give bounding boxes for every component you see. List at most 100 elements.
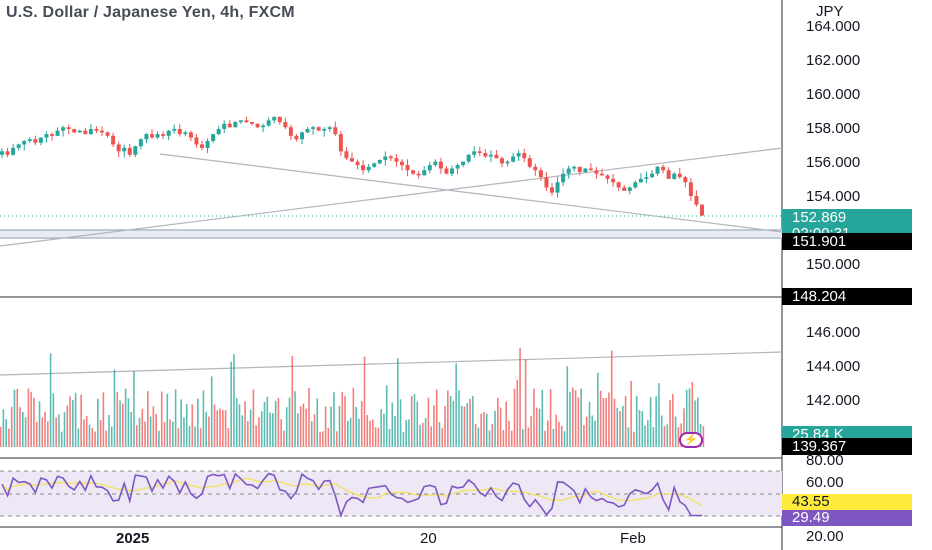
volume-bar <box>174 389 177 447</box>
volume-bar <box>260 411 263 447</box>
volume-bar <box>138 417 141 447</box>
candle-body <box>200 144 204 148</box>
volume-bar <box>672 394 674 447</box>
volume-bar <box>158 430 160 447</box>
volume-bar <box>560 425 563 447</box>
volume-bar <box>566 366 569 447</box>
volume-bar <box>652 427 655 447</box>
volume-bar <box>63 412 66 447</box>
volume-bar <box>322 431 324 447</box>
volume-bar <box>355 406 357 447</box>
volume-bar <box>616 407 619 447</box>
volume-bar <box>622 405 624 447</box>
volume-bar <box>147 391 149 447</box>
volume-bar <box>438 422 441 447</box>
volume-bar <box>558 421 560 447</box>
volume-bar <box>185 404 188 447</box>
volume-bar <box>183 417 185 447</box>
candle-body <box>216 128 221 135</box>
volume-bar <box>166 393 169 447</box>
volume-bar <box>608 392 610 447</box>
volume-bar <box>502 429 505 447</box>
candle-body <box>155 134 160 138</box>
candle-body <box>688 182 693 197</box>
candle-body <box>261 125 266 128</box>
volume-bar <box>380 409 382 447</box>
volume-bar <box>394 416 396 447</box>
candle-body <box>38 137 43 143</box>
candle-body <box>622 187 627 191</box>
candle-body <box>566 168 571 174</box>
candle-body <box>50 134 54 136</box>
candle-body <box>450 168 454 174</box>
candle-body <box>427 165 432 171</box>
candle-body <box>344 151 349 159</box>
volume-bar <box>8 428 10 447</box>
volume-bar <box>124 388 127 447</box>
volume-bar <box>247 420 249 447</box>
volume-bar <box>341 391 344 447</box>
volume-bar <box>255 425 257 447</box>
trendline-volume[interactable] <box>0 351 783 376</box>
candle-body <box>44 134 49 138</box>
candle-body <box>383 156 388 160</box>
candle-body <box>327 127 332 129</box>
volume-bar <box>547 420 549 447</box>
trendline-descending[interactable] <box>159 153 783 233</box>
volume-bar <box>49 353 52 447</box>
volume-bar <box>524 359 527 447</box>
volume-bar <box>97 398 99 447</box>
volume-bar <box>80 394 82 447</box>
volume-bar <box>305 408 307 447</box>
volume-bar <box>538 408 541 447</box>
volume-bar <box>277 397 280 447</box>
volume-bar <box>649 397 652 447</box>
candle-body <box>433 161 438 166</box>
volume-bar <box>327 427 330 447</box>
volume-bar <box>202 390 205 447</box>
volume-bar <box>285 407 288 447</box>
chart-title: U.S. Dollar / Japanese Yen, 4h, FXCM <box>6 4 295 21</box>
candle-body <box>161 134 166 136</box>
volume-bar <box>460 405 463 447</box>
lightning-icon[interactable]: ⚡ <box>679 432 703 448</box>
candle-body <box>627 187 632 191</box>
volume-bar <box>597 372 599 447</box>
volume-bar <box>358 418 360 447</box>
volume-bar <box>552 428 555 447</box>
candle-body <box>461 161 466 166</box>
candle-body <box>322 128 327 131</box>
candle-body <box>527 158 532 167</box>
volume-bar <box>535 407 538 447</box>
volume-bar <box>497 397 499 447</box>
candle-body <box>22 141 27 145</box>
volume-bar <box>60 431 63 447</box>
candle-body <box>422 170 427 176</box>
candle-body <box>55 130 60 136</box>
volume-bar <box>24 417 27 447</box>
candle-body <box>538 170 543 178</box>
candle-body <box>0 151 4 155</box>
volume-bar <box>210 376 213 447</box>
volume-bar <box>488 430 491 447</box>
volume-bar <box>127 398 130 447</box>
volume-bar <box>58 414 60 447</box>
volume-bar <box>435 389 438 447</box>
volume-bar <box>555 414 557 447</box>
trendline-ascending[interactable] <box>0 147 783 247</box>
volume-bar <box>208 416 210 447</box>
volume-bar <box>44 411 46 447</box>
volume-bar <box>5 419 7 447</box>
volume-bar <box>483 411 485 447</box>
volume-bar <box>374 427 377 447</box>
candle-body <box>188 132 193 138</box>
volume-bar <box>447 390 449 447</box>
candle-body <box>366 166 371 171</box>
volume-bar <box>47 421 49 447</box>
volume-bar <box>599 390 602 447</box>
volume-bar <box>422 422 424 447</box>
candle-body <box>666 170 671 179</box>
volume-bar <box>299 406 302 447</box>
candle-body <box>677 173 682 178</box>
